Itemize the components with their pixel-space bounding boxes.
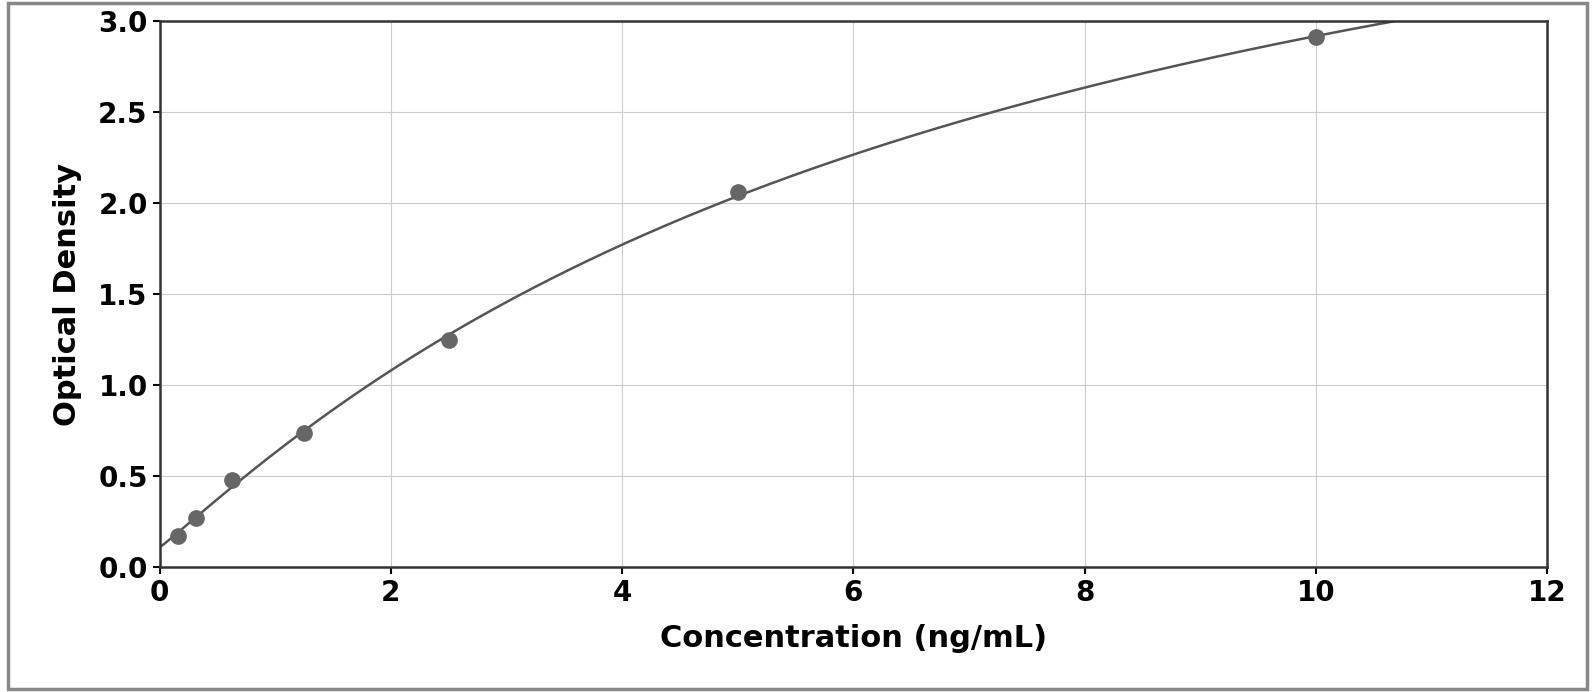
X-axis label: Concentration (ng/mL): Concentration (ng/mL) <box>660 624 1046 653</box>
Point <box>183 513 209 524</box>
Point <box>164 530 190 541</box>
Point <box>724 187 751 198</box>
Point <box>292 427 317 438</box>
Point <box>1303 32 1329 43</box>
Point <box>219 475 244 486</box>
Point <box>435 334 461 345</box>
Y-axis label: Optical Density: Optical Density <box>53 163 81 426</box>
